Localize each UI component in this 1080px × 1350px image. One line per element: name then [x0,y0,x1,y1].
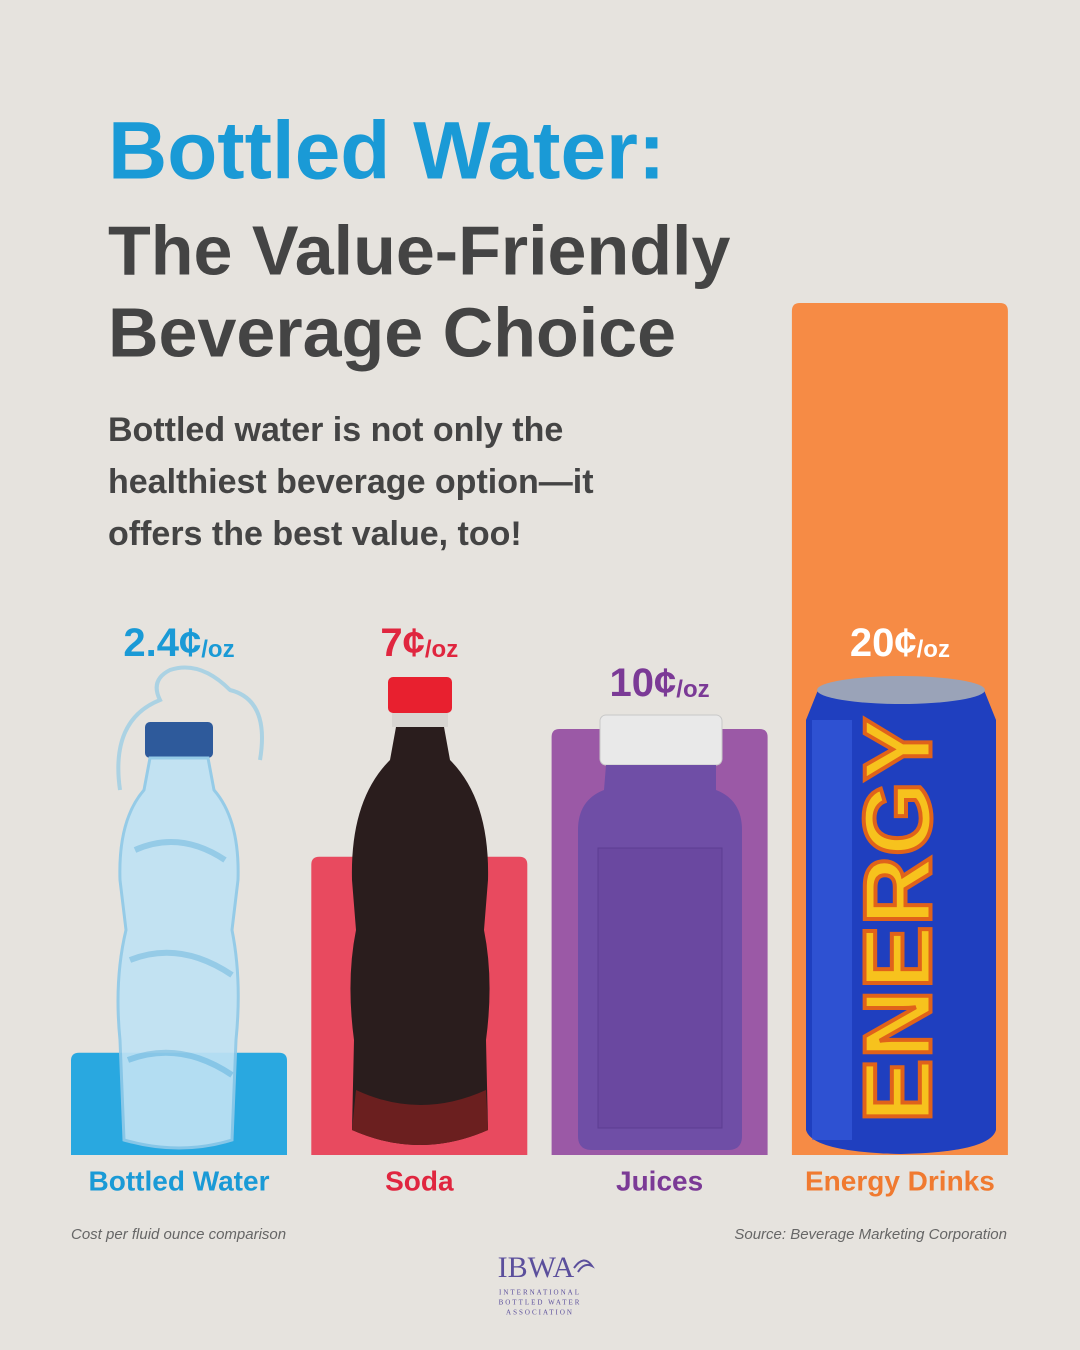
value-label: 7¢/oz [380,621,458,665]
category-label: Bottled Water [89,1165,270,1196]
value-number: 2.4¢ [123,621,201,665]
logo-line: BOTTLED WATER [499,1299,582,1307]
footnote: Cost per fluid ounce comparison [71,1226,286,1243]
category-label: Juices [616,1165,703,1196]
labels: Bottled Water2.4¢/ozSoda7¢/ozJuices10¢/o… [89,621,995,1197]
value-label: 2.4¢/oz [123,621,234,665]
value-label: 20¢/oz [850,621,950,665]
description: healthiest beverage option—it [108,463,594,501]
title: Bottled Water: [108,106,665,197]
water-bottle [116,665,264,1150]
products: ENERGY [116,665,996,1154]
category-label: Energy Drinks [805,1165,995,1196]
value-number: 7¢ [380,621,425,665]
juice-bottle [578,714,742,1150]
description: Bottled water is not only the [108,411,563,449]
logo-line: ASSOCIATION [506,1309,574,1317]
subtitle: The Value-Friendly [108,211,730,289]
can-text: ENERGY [844,717,951,1122]
soda-bottle [350,677,490,1145]
value-number: 20¢ [850,621,917,665]
source: Source: Beverage Marketing Corporation [734,1226,1007,1243]
value-unit: /oz [676,676,709,703]
category-label: Soda [385,1165,454,1196]
logo-name: IBWA [498,1251,575,1284]
value-number: 10¢ [610,661,677,705]
value-unit: /oz [425,636,458,663]
value-label: 10¢/oz [610,661,710,705]
description: offers the best value, too! [108,515,522,553]
logo-line: INTERNATIONAL [499,1289,581,1297]
value-unit: /oz [201,636,234,663]
value-unit: /oz [917,636,950,663]
subtitle: Beverage Choice [108,293,676,371]
energy-can: ENERGY [806,676,996,1154]
logo-swash [573,1259,595,1273]
